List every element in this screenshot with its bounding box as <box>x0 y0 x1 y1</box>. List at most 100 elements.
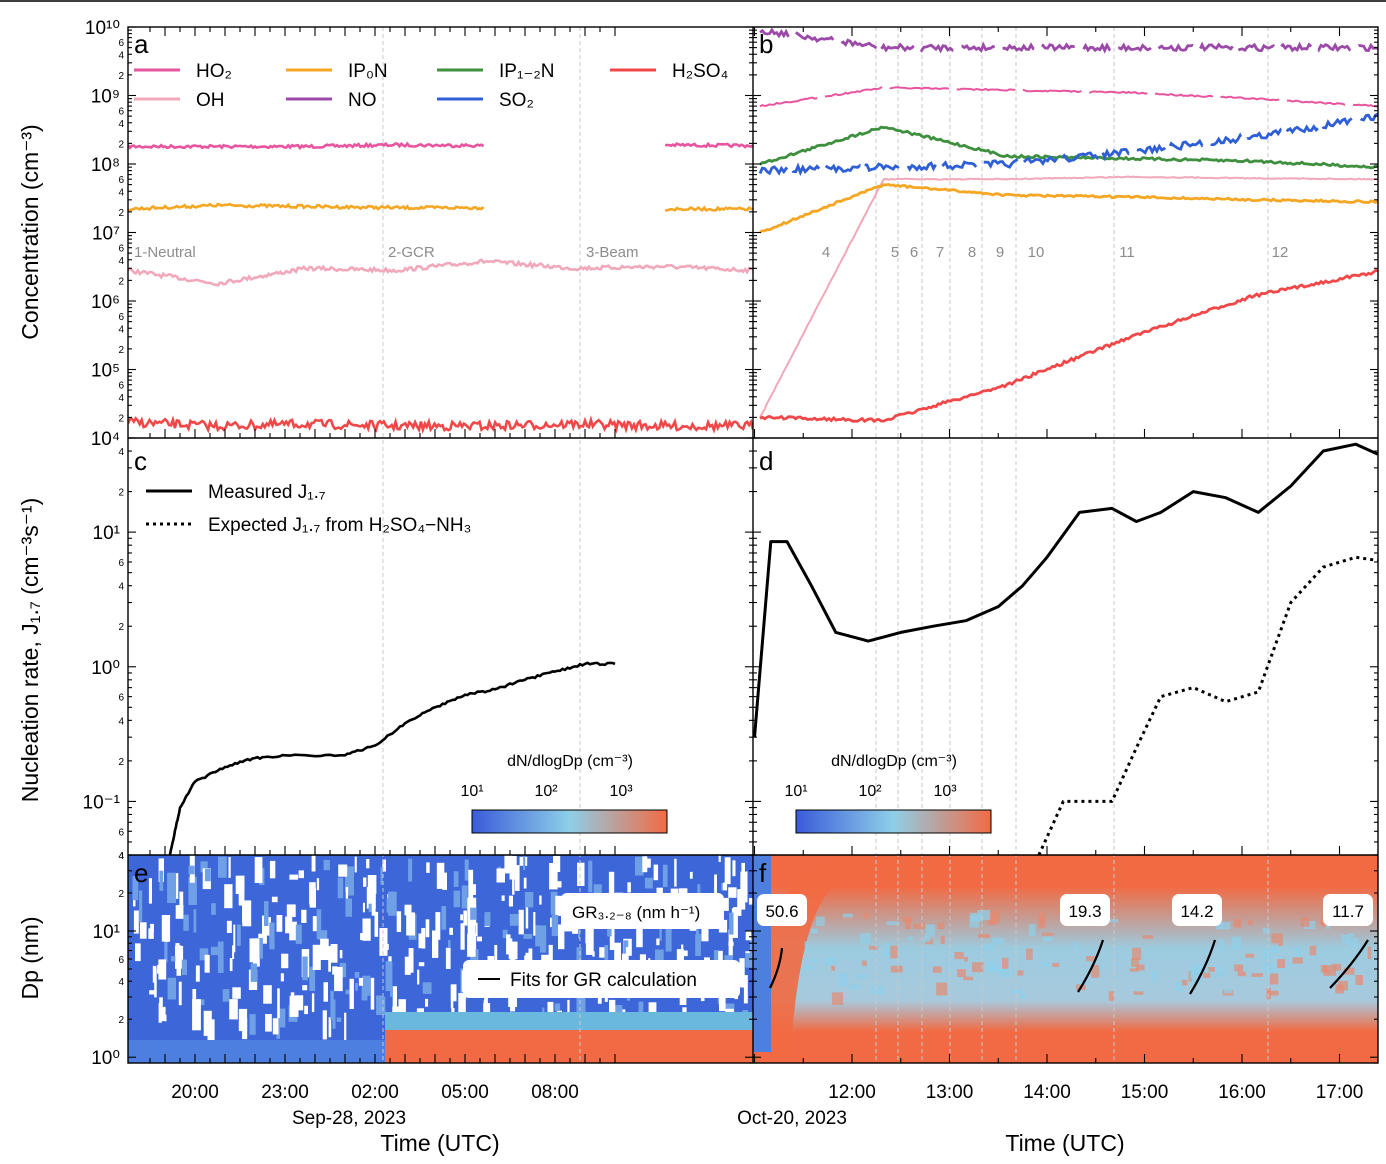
heatmap-f-cell <box>1234 964 1243 971</box>
panel-label-c: c <box>134 446 147 476</box>
heatmap-f-cell <box>816 917 825 926</box>
heatmap-f-cell <box>1323 965 1336 976</box>
heatmap-e-cell <box>232 987 241 999</box>
gr-value-2-text: 19.3 <box>1068 902 1101 921</box>
heatmap-e-cell <box>229 999 238 1019</box>
ytick-minor-label: 6 <box>118 558 124 569</box>
heatmap-e-cell <box>218 857 227 878</box>
heatmap-e-cell <box>471 884 476 895</box>
heatmap-e-cell <box>465 860 469 881</box>
heatmap-f-cell <box>1052 963 1059 967</box>
xtick-label: 15:00 <box>1121 1082 1169 1103</box>
ytick-minor-label: 4 <box>118 256 124 267</box>
heatmap-e-cell <box>417 970 419 985</box>
heatmap-e-cell <box>535 925 540 946</box>
heatmap-f-cell <box>891 966 903 973</box>
ytick-minor-label: 6 <box>118 38 124 49</box>
heatmap-e-cell <box>553 856 560 872</box>
heatmap-e-cell <box>552 915 558 936</box>
region-label-b-8: 11 <box>1119 244 1135 261</box>
heatmap-e-cell <box>540 925 546 952</box>
ytick-minor-label: 2 <box>118 1015 124 1026</box>
heatmap-f-cell <box>1301 918 1310 927</box>
heatmap-e-cell <box>227 893 230 901</box>
heatmap-f-cell <box>1342 935 1351 944</box>
region-label-b-6: 9 <box>996 244 1004 261</box>
heatmap-f-cell <box>805 941 808 947</box>
heatmap-f-cell <box>832 992 843 1005</box>
heatmap-e-cell <box>312 855 316 871</box>
heatmap-e-cell <box>338 878 344 899</box>
heatmap-e-cell <box>139 891 142 923</box>
heatmap-e-cell <box>255 857 263 883</box>
xtick-label: 17:00 <box>1316 1082 1364 1103</box>
region-label-b-7: 10 <box>1028 244 1045 261</box>
gr-value-2: 19.3 <box>1060 894 1110 926</box>
heatmap-e-cell <box>338 865 347 877</box>
heatmap-e-cell <box>345 899 352 917</box>
ytick-minor-label: 4 <box>118 851 124 862</box>
heatmap-f-cell <box>1368 947 1372 959</box>
heatmap-f-cell <box>914 923 926 929</box>
heatmap-e-cell <box>741 863 745 884</box>
heatmap-e-cell <box>183 915 189 931</box>
xdate-right: Oct-20, 2023 <box>737 1108 847 1129</box>
heatmap-e-cell <box>435 912 440 940</box>
series-b-4 <box>760 177 1378 417</box>
heatmap-e-cell <box>189 866 195 875</box>
heatmap-e-cell <box>533 912 535 936</box>
heatmap-f-cell <box>1224 989 1233 994</box>
gr-value-3-text: 14.2 <box>1180 902 1213 921</box>
heatmap-f-cell <box>902 917 912 922</box>
heatmap-f-cell <box>1042 933 1053 936</box>
series-a-3 <box>128 418 753 430</box>
heatmap-e-cell <box>485 912 491 926</box>
heatmap-e-cell <box>523 855 525 870</box>
heatmap-f-cell <box>990 910 1000 923</box>
heatmap-e-cell <box>277 915 283 932</box>
heatmap-e-cell <box>250 1014 256 1035</box>
heatmap-e-cell <box>237 925 241 946</box>
heatmap-e-cell <box>135 943 141 961</box>
colorbar-d-tick-3: 10³ <box>933 783 957 800</box>
panel-label-a: a <box>134 29 149 59</box>
region-label-b-5: 8 <box>968 244 976 261</box>
heatmap-e-cell <box>719 855 721 862</box>
fit-legend-box: Fits for GR calculation <box>463 960 740 998</box>
heatmap-f-cell <box>977 910 990 920</box>
colorbar-d: dN/dlogDp (cm⁻³) 10¹ 10² 10³ <box>784 753 991 833</box>
heatmap-e-cell <box>441 906 446 930</box>
heatmap-f-cell <box>1356 975 1364 985</box>
panel-label-e: e <box>134 858 148 888</box>
heatmap-e-cell <box>164 1015 166 1022</box>
heatmap-f-cell <box>1208 967 1215 972</box>
ytick-minor-label: 4 <box>118 187 124 198</box>
heatmap-f-cell <box>843 914 853 918</box>
gr-value-1: 50.6 <box>757 894 807 926</box>
heatmap-f-cell <box>1074 942 1078 950</box>
heatmap-e-cell <box>232 945 234 959</box>
legend-entry-ho2: HO₂ <box>196 61 232 82</box>
heatmap-e-cell <box>309 967 315 991</box>
heatmap-e-cell <box>176 905 184 919</box>
region-label-b-4: 7 <box>936 244 944 261</box>
heatmap-e-cell <box>148 928 153 939</box>
heatmap-f-cell <box>963 977 973 981</box>
series-a-2 <box>128 204 753 210</box>
heatmap-e-cell <box>497 868 506 882</box>
region-label-b-9: 12 <box>1272 244 1289 261</box>
heatmap-e-cell <box>385 944 389 950</box>
colorbar-d-tick-2: 10² <box>858 783 882 800</box>
heatmap-f-cell <box>1338 981 1348 991</box>
ytick-minor-label: 4 <box>118 119 124 130</box>
heatmap-e-cell <box>167 873 176 903</box>
heatmap-e-cell <box>437 863 445 889</box>
heatmap-f-cell <box>804 965 813 970</box>
heatmap-e-cell <box>379 997 385 1015</box>
region-label-a-3: 3-Beam <box>586 244 639 261</box>
heatmap-f-cell <box>1238 972 1246 977</box>
heatmap-e-cell <box>666 926 672 952</box>
legend-entry-h2so4: H₂SO₄ <box>672 61 729 82</box>
